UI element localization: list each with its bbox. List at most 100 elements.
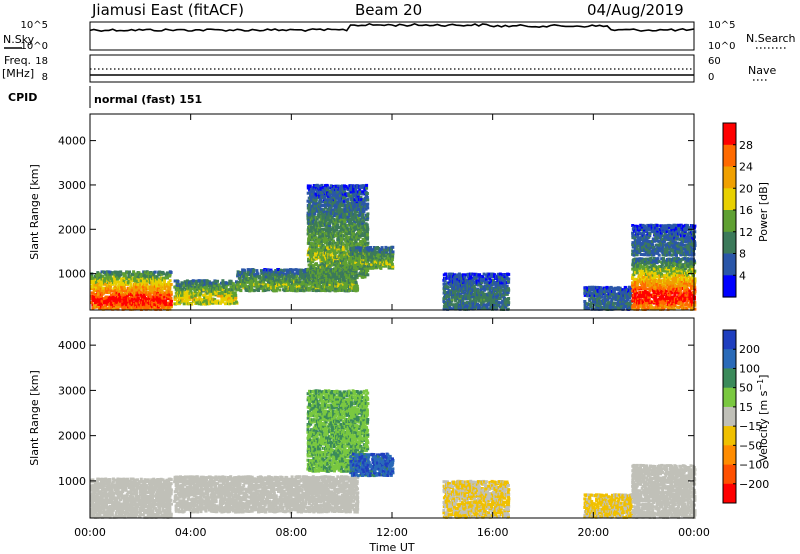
range-cell [280,274,284,278]
range-cell [326,209,330,213]
range-cell [130,305,134,309]
range-cell [268,287,272,290]
range-cell [333,250,337,253]
range-cell [229,279,233,283]
range-cell [328,225,332,229]
range-cell [122,285,126,289]
range-cell [304,283,308,287]
range-cell [242,286,246,290]
range-cell [251,276,255,280]
range-cell [306,199,310,203]
range-cell [322,208,326,212]
range-cell [148,293,152,297]
range-cell [249,282,253,286]
range-cell [178,302,182,306]
range-cell [274,289,278,293]
range-cell [110,305,113,309]
range-cell [223,283,227,287]
range-cell [276,278,280,282]
range-cell [141,287,145,291]
range-cell [507,287,510,291]
range-cell [329,286,333,290]
range-cell [333,205,337,209]
range-cell [202,283,206,287]
range-cell [230,298,234,302]
range-cell [168,272,172,276]
range-cell [329,206,333,210]
range-cell [327,235,331,239]
range-cell [112,301,116,304]
range-cell [315,281,319,285]
range-cell [325,184,329,188]
range-cell [229,299,233,303]
range-cell [278,283,282,287]
range-cell [315,274,319,277]
range-cell [148,273,151,276]
range-cell [318,184,322,188]
range-cell [219,301,222,305]
range-cell [117,283,121,287]
range-cell [271,284,275,288]
range-cell [130,303,134,307]
range-cell [144,307,148,311]
range-cell [169,270,173,274]
range-cell [324,229,328,233]
range-cell [318,226,322,229]
range-cell [269,268,273,272]
range-cell [325,186,328,189]
range-cell [331,243,334,247]
range-cell [294,272,298,276]
range-cell [322,271,326,275]
range-cell [133,289,137,293]
range-cell [198,290,202,294]
range-cell [289,270,293,274]
range-cell [254,282,258,286]
range-cell [167,281,171,285]
range-cell [329,253,333,257]
range-cell [323,210,327,214]
range-cell [308,282,312,286]
range-cell [106,291,110,294]
range-cell [310,198,314,202]
range-cell [90,301,94,305]
range-cell [311,212,315,215]
range-cell [197,302,201,306]
range-cell [320,227,324,231]
range-cell [322,263,326,267]
range-cell [132,277,136,281]
range-cell [325,275,329,279]
range-cell [161,296,165,300]
range-cell [308,188,312,192]
range-cell [291,270,295,274]
range-cell [224,286,228,289]
range-cell [194,282,198,285]
range-cell [306,232,310,236]
range-cell [180,296,184,300]
range-cell [313,243,317,247]
range-cell [311,260,315,263]
range-cell [185,300,189,304]
range-cell [270,270,274,274]
range-cell [298,268,302,272]
range-cell [334,275,338,278]
range-cell [193,285,197,289]
range-cell [308,216,312,220]
range-cell [270,280,274,284]
range-cell [309,222,313,226]
range-cell [126,307,130,310]
range-cell [168,274,172,278]
range-cell [310,287,314,291]
range-cell [251,284,255,288]
range-cell [365,192,369,195]
range-cell [224,302,227,306]
range-cell [148,275,152,278]
range-cell [149,291,153,295]
range-cell [254,280,258,284]
range-cell [334,289,338,293]
range-cell [214,279,218,283]
range-cell [244,284,247,288]
range-cell [321,230,325,233]
range-cell [173,279,177,283]
range-cell [312,283,316,287]
range-cell [321,269,325,272]
